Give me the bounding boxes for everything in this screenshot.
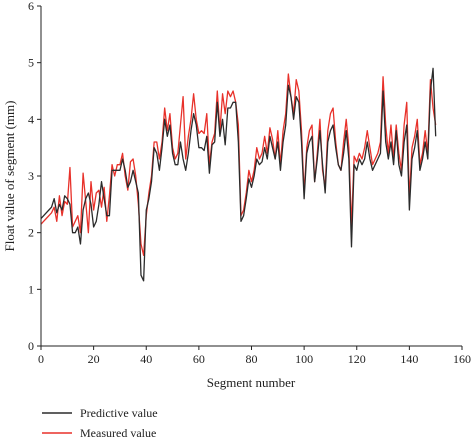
x-tick-label: 0 bbox=[38, 352, 44, 366]
x-tick-label: 20 bbox=[88, 352, 100, 366]
x-tick-label: 80 bbox=[246, 352, 258, 366]
x-tick-label: 100 bbox=[295, 352, 313, 366]
series-group bbox=[40, 67, 437, 282]
legend-label-predictive: Predictive value bbox=[80, 406, 158, 420]
y-tick-label: 6 bbox=[28, 0, 34, 13]
x-tick-label: 120 bbox=[348, 352, 366, 366]
x-tick-label: 140 bbox=[400, 352, 418, 366]
series-line-predictive bbox=[40, 67, 437, 282]
x-axis-title: Segment number bbox=[207, 375, 296, 390]
y-tick-label: 4 bbox=[28, 112, 34, 126]
y-tick-label: 5 bbox=[28, 56, 34, 70]
legend: Predictive value Measured value bbox=[42, 406, 158, 440]
x-tick-label: 60 bbox=[193, 352, 205, 366]
y-tick-label: 2 bbox=[28, 226, 34, 240]
legend-label-measured: Measured value bbox=[80, 426, 156, 440]
x-tick-label: 160 bbox=[453, 352, 471, 366]
y-tick-label: 3 bbox=[28, 169, 34, 183]
y-tick-label: 1 bbox=[28, 282, 34, 296]
series-line-measured bbox=[40, 73, 437, 256]
y-axis-title: Float value of segment (mm) bbox=[2, 101, 17, 252]
x-tick-label: 40 bbox=[140, 352, 152, 366]
y-tick-label: 0 bbox=[28, 339, 34, 353]
